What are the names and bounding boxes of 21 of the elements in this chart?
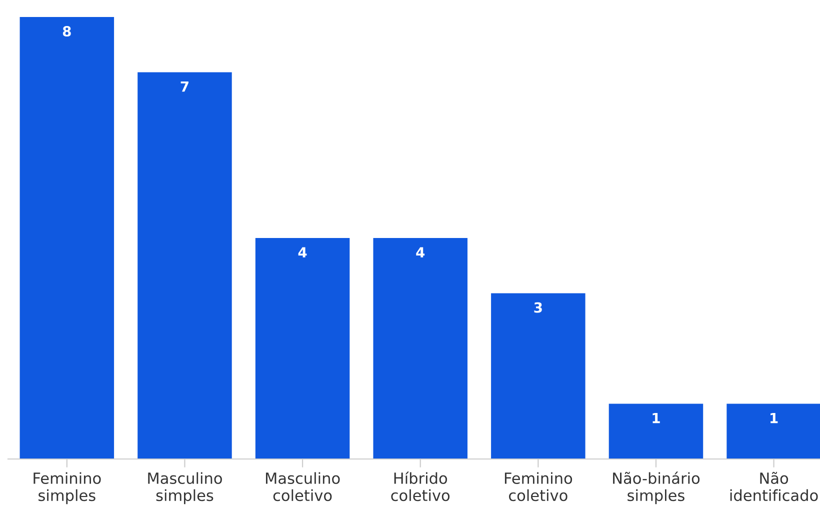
- bar: [138, 72, 232, 459]
- data-label: 8: [62, 26, 71, 37]
- x-tick-label: Masculino coletivo: [266, 472, 340, 502]
- x-tick-label: Híbrido coletivo: [391, 472, 450, 502]
- data-label: 4: [416, 247, 425, 258]
- x-tick-label: Feminino coletivo: [504, 472, 572, 502]
- bar: [255, 238, 350, 459]
- x-tick-label: Não-binário simples: [613, 472, 700, 504]
- x-tick-label: Não identificado: [730, 472, 818, 502]
- data-label: 1: [652, 412, 660, 424]
- x-tick-label: Feminino simples: [34, 472, 101, 504]
- data-label: 3: [534, 302, 542, 313]
- bar: [373, 238, 468, 459]
- bar: [491, 293, 586, 459]
- bar: [608, 404, 704, 459]
- bar: [726, 404, 820, 459]
- x-tick-label: Masculino simples: [148, 472, 222, 504]
- data-label: 7: [180, 81, 188, 92]
- data-label: 4: [298, 247, 307, 258]
- data-label: 1: [770, 412, 778, 424]
- bar: [20, 17, 114, 459]
